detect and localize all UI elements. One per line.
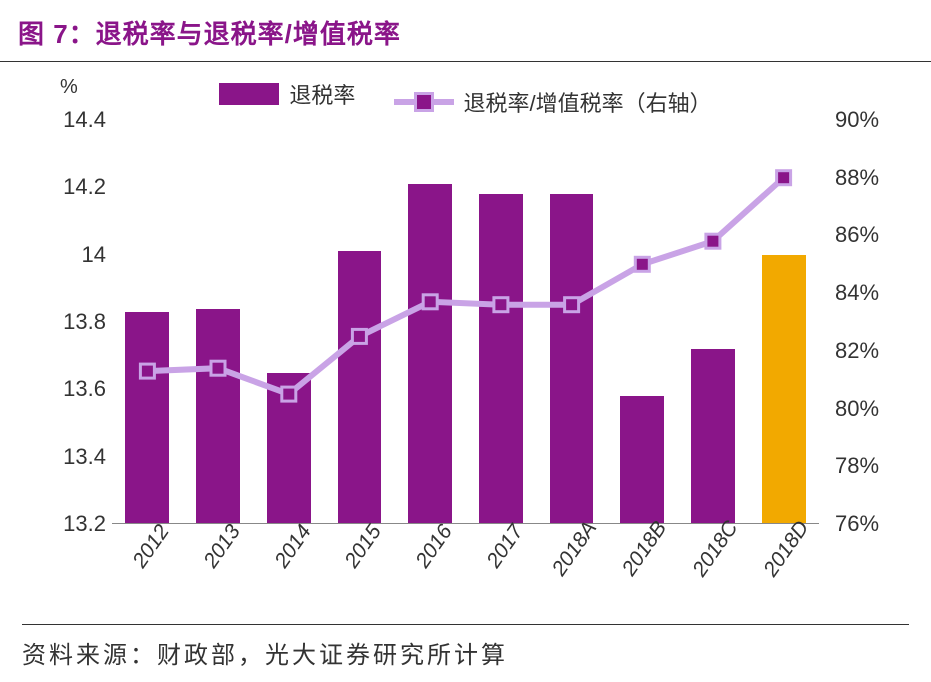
x-tick-label: 2018D xyxy=(759,517,814,581)
x-label-slot: 2012 xyxy=(112,526,183,612)
x-tick-label: 2012 xyxy=(129,521,175,573)
source-citation: 资料来源：财政部，光大证券研究所计算 xyxy=(22,624,909,670)
legend-line-item: 退税率/增值税率（右轴） xyxy=(394,86,712,118)
x-tick-label: 2014 xyxy=(270,521,316,573)
legend-line-label: 退税率/增值税率（右轴） xyxy=(464,86,712,118)
line-marker xyxy=(423,295,437,309)
x-tick-label: 2017 xyxy=(482,521,528,573)
line-marker xyxy=(282,387,296,401)
x-label-slot: 2014 xyxy=(253,526,324,612)
line-marker xyxy=(494,298,508,312)
title-bar: 图 7：退税率与退税率/增值税率 xyxy=(0,0,931,62)
line-marker xyxy=(140,364,154,378)
x-label-slot: 2017 xyxy=(466,526,537,612)
plot-region xyxy=(112,120,819,524)
y-left-tick: 13.2 xyxy=(22,511,106,537)
y-right-tick: 90% xyxy=(835,107,909,133)
y-right-tick: 86% xyxy=(835,222,909,248)
y-right-tick: 84% xyxy=(835,280,909,306)
legend-bar-label: 退税率 xyxy=(289,78,355,110)
x-label-slot: 2018C xyxy=(678,526,749,612)
y-right-tick: 82% xyxy=(835,338,909,364)
line-marker xyxy=(635,257,649,271)
y-right-tick: 80% xyxy=(835,396,909,422)
line-marker xyxy=(352,329,366,343)
y-left-tick: 14.4 xyxy=(22,107,106,133)
y-right-tick: 88% xyxy=(835,165,909,191)
x-label-slot: 2015 xyxy=(324,526,395,612)
y-left-tick: 14.2 xyxy=(22,174,106,200)
line-marker xyxy=(211,361,225,375)
y-right-axis: 76%78%80%82%84%86%88%90% xyxy=(825,120,909,524)
x-axis-line xyxy=(112,523,819,524)
x-tick-label: 2013 xyxy=(199,521,245,573)
line-marker xyxy=(777,171,791,185)
line-path xyxy=(147,178,783,394)
x-axis-labels: 2012201320142015201620172018A2018B2018C2… xyxy=(112,526,819,612)
legend-bar-item: 退税率 xyxy=(219,78,355,110)
x-label-slot: 2018D xyxy=(748,526,819,612)
x-label-slot: 2018B xyxy=(607,526,678,612)
y-right-tick: 78% xyxy=(835,453,909,479)
y-left-tick: 13.6 xyxy=(22,376,106,402)
line-marker xyxy=(706,234,720,248)
y-left-tick: 13.4 xyxy=(22,444,106,470)
line-series xyxy=(112,120,819,524)
x-tick-label: 2018B xyxy=(618,517,672,581)
legend: 退税率 退税率/增值税率（右轴） xyxy=(22,78,909,118)
x-label-slot: 2013 xyxy=(183,526,254,612)
chart-area: % 退税率 退税率/增值税率（右轴） 13.213.413.613.81414.… xyxy=(22,72,909,612)
x-label-slot: 2016 xyxy=(395,526,466,612)
x-tick-label: 2015 xyxy=(341,521,387,573)
chart-title: 图 7：退税率与退税率/增值税率 xyxy=(18,14,913,51)
x-tick-label: 2018A xyxy=(547,517,601,581)
x-tick-label: 2016 xyxy=(411,521,457,573)
line-marker xyxy=(565,298,579,312)
y-left-tick: 14 xyxy=(22,242,106,268)
y-left-axis: 13.213.413.613.81414.214.4 xyxy=(22,120,106,524)
y-left-tick: 13.8 xyxy=(22,309,106,335)
legend-bar-swatch xyxy=(219,83,279,105)
y-right-tick: 76% xyxy=(835,511,909,537)
x-tick-label: 2018C xyxy=(688,517,743,581)
legend-line-swatch xyxy=(394,99,454,105)
x-label-slot: 2018A xyxy=(536,526,607,612)
